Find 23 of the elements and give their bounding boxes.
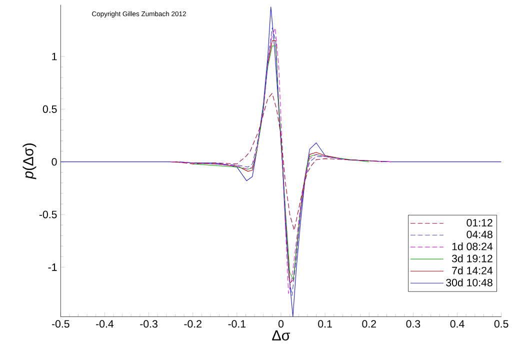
legend-label: 30d 10:48 [446, 278, 492, 286]
y-tick-label: 0.5 [42, 105, 57, 113]
x-tick-label: 0.3 [406, 320, 420, 328]
y-tick-label: 1 [52, 52, 57, 60]
legend-label: 1d 08:24 [452, 242, 493, 250]
y-tick-label: 0 [52, 158, 57, 166]
legend-label: 7d 14:24 [452, 266, 493, 274]
y-tick-label: -0.5 [39, 210, 57, 218]
legend-label: 01:12 [466, 218, 492, 226]
x-tick-label: -0.2 [184, 320, 202, 328]
x-tick-label: -0.1 [228, 320, 246, 328]
y-tick-label: -1 [48, 263, 57, 271]
x-tick-label: 0.4 [450, 320, 464, 328]
x-tick-label: 0 [278, 320, 284, 328]
x-tick-label: 0.2 [362, 320, 376, 328]
x-tick-label: -0.4 [96, 320, 114, 328]
legend-label: 3d 19:12 [452, 254, 492, 262]
y-axis-title: p(Δσ) [22, 143, 36, 180]
x-tick-label: 0.5 [494, 320, 508, 328]
legend-label: 04:48 [466, 230, 492, 238]
x-tick-label: 0.1 [318, 320, 332, 328]
x-tick-label: -0.3 [140, 320, 158, 328]
x-axis-title: Δσ [272, 330, 290, 340]
